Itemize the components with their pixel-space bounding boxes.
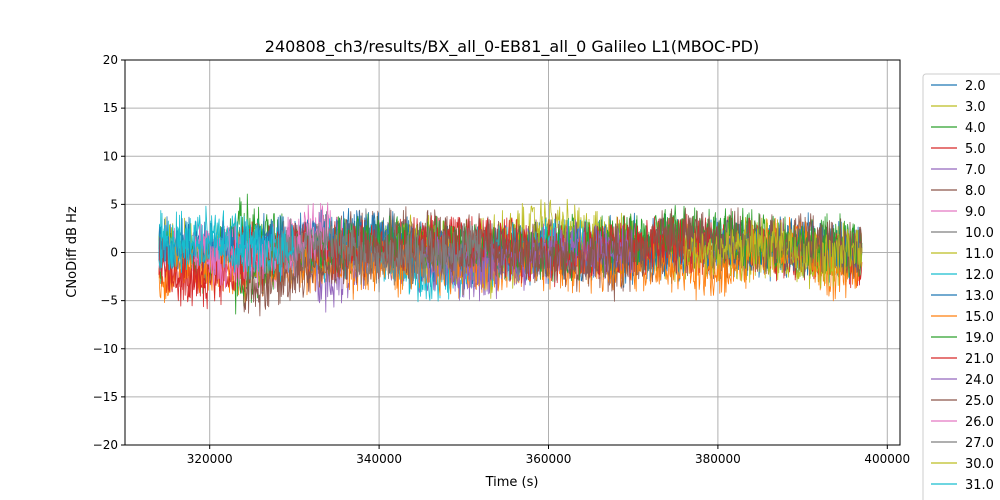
- x-axis: 320000 340000 360000 380000 400000: [187, 445, 910, 466]
- legend-label: 11.0: [965, 247, 994, 262]
- legend-label: 3.0: [965, 100, 986, 115]
- legend-label: 15.0: [965, 310, 994, 325]
- legend-label: 9.0: [965, 205, 986, 220]
- y-tick-label: −20: [93, 438, 118, 452]
- x-tick-label: 400000: [864, 452, 910, 466]
- y-tick-label: −10: [93, 342, 118, 356]
- y-tick-label: 5: [110, 197, 118, 211]
- legend-label: 31.0: [965, 478, 994, 493]
- y-tick-label: 15: [103, 101, 118, 115]
- y-tick-label: 10: [103, 149, 118, 163]
- legend-label: 12.0: [965, 268, 994, 283]
- y-tick-label: −5: [100, 294, 118, 308]
- y-tick-label: −15: [93, 390, 118, 404]
- legend-label: 19.0: [965, 331, 994, 346]
- x-tick-label: 360000: [526, 452, 572, 466]
- x-axis-label: Time (s): [485, 475, 539, 490]
- legend-label: 24.0: [965, 373, 994, 388]
- series-line-31-0: [158, 218, 295, 282]
- legend-label: 25.0: [965, 394, 994, 409]
- legend-label: 13.0: [965, 289, 994, 304]
- series-line-26-0: [192, 202, 329, 290]
- legend-label: 30.0: [965, 457, 994, 472]
- y-tick-label: 20: [103, 53, 118, 67]
- legend-label: 27.0: [965, 436, 994, 451]
- legend-label: 4.0: [965, 121, 986, 136]
- x-tick-label: 380000: [695, 452, 741, 466]
- y-tick-label: 0: [110, 246, 118, 260]
- y-axis: −20 −15 −10 −5 0 5 10 15 20: [93, 53, 125, 452]
- series-line-27-0: [277, 211, 482, 293]
- legend-label: 5.0: [965, 142, 986, 157]
- series-line-25-0: [243, 207, 863, 317]
- legend-label: 2.0: [965, 79, 986, 94]
- legend-label: 21.0: [965, 352, 994, 367]
- legend-label: 8.0: [965, 184, 986, 199]
- legend: 2.0 3.0 4.0 5.0 7.0 8.0 9.0 10.0 11.0 12.0 13.0 15.…: [922, 73, 1000, 500]
- x-tick-label: 340000: [356, 452, 402, 466]
- x-tick-label: 320000: [187, 452, 233, 466]
- y-axis-label: CNoDiff dB Hz: [65, 206, 80, 298]
- legend-frame: [922, 73, 1000, 500]
- legend-label: 10.0: [965, 226, 994, 241]
- legend-label: 7.0: [965, 163, 986, 178]
- series-line-30-0: [683, 217, 863, 289]
- chart-title: 240808_ch3/results/BX_all_0-EB81_all_0 G…: [265, 37, 759, 57]
- plot-series: [158, 193, 863, 317]
- legend-label: 26.0: [965, 415, 994, 430]
